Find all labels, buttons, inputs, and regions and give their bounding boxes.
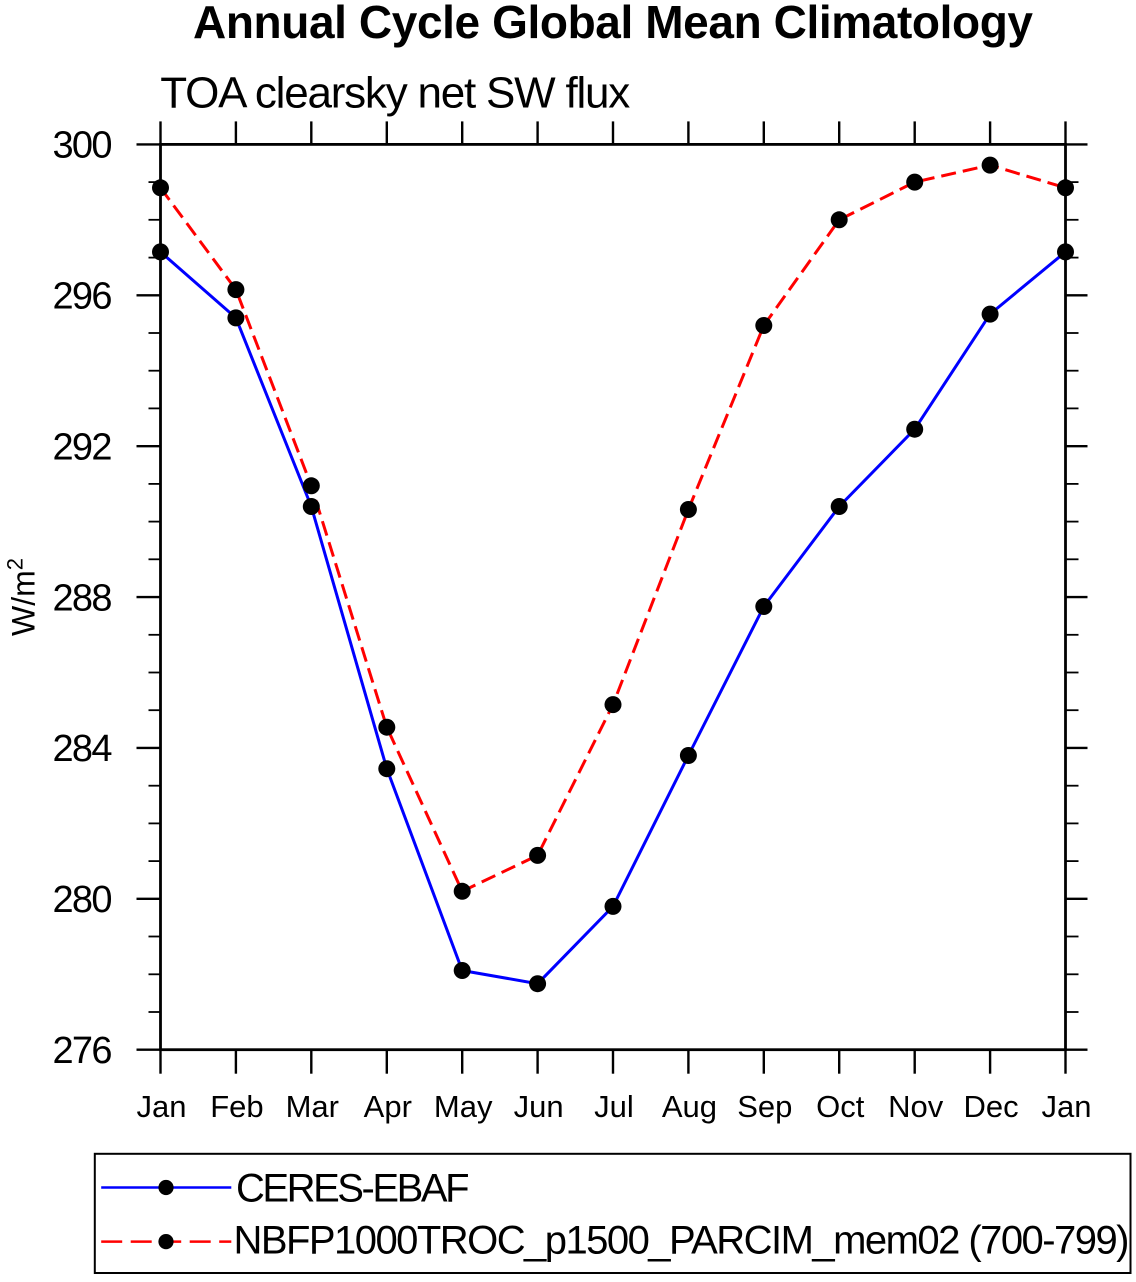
svg-text:280: 280 — [53, 879, 113, 921]
svg-text:Mar: Mar — [286, 1089, 339, 1124]
svg-text:276: 276 — [53, 1030, 113, 1072]
svg-text:284: 284 — [53, 728, 113, 770]
svg-text:Jan: Jan — [137, 1089, 187, 1124]
svg-text:Annual Cycle Global Mean Clima: Annual Cycle Global Mean Climatology — [193, 0, 1033, 48]
svg-text:May: May — [434, 1089, 493, 1124]
svg-text:Sep: Sep — [737, 1089, 792, 1124]
svg-text:300: 300 — [53, 125, 113, 167]
svg-text:288: 288 — [53, 577, 113, 619]
svg-text:TOA clearsky net SW flux: TOA clearsky net SW flux — [160, 69, 630, 118]
svg-text:296: 296 — [53, 276, 113, 318]
svg-text:Oct: Oct — [816, 1089, 865, 1124]
svg-text:Feb: Feb — [210, 1089, 263, 1124]
svg-text:Jan: Jan — [1042, 1089, 1092, 1124]
svg-text:292: 292 — [53, 426, 113, 468]
svg-text:W/m2: W/m2 — [3, 558, 42, 636]
svg-text:Dec: Dec — [964, 1089, 1019, 1124]
svg-text:Nov: Nov — [888, 1089, 944, 1124]
svg-text:Jun: Jun — [514, 1089, 564, 1124]
svg-text:CERES-EBAF: CERES-EBAF — [236, 1167, 470, 1211]
svg-text:Apr: Apr — [364, 1089, 412, 1124]
svg-text:NBFP1000TROC_p1500_PARCIM_mem0: NBFP1000TROC_p1500_PARCIM_mem02 (700-799… — [234, 1219, 1130, 1263]
svg-text:Aug: Aug — [662, 1089, 717, 1124]
svg-text:Jul: Jul — [594, 1089, 634, 1124]
